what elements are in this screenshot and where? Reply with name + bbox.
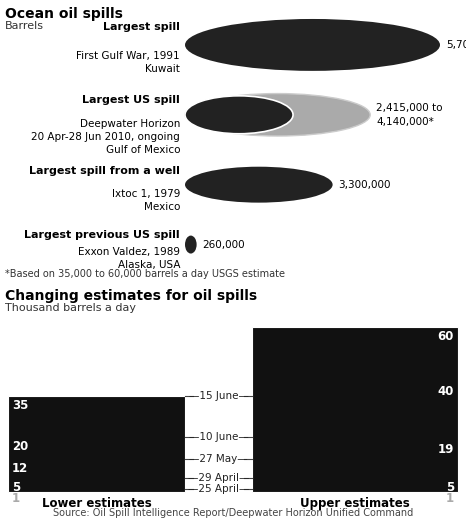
Bar — [252, 478, 458, 492]
Ellipse shape — [185, 19, 440, 71]
Text: *Based on 35,000 to 60,000 barrels a day USGS estimate: *Based on 35,000 to 60,000 barrels a day… — [5, 268, 285, 279]
Text: 35: 35 — [12, 399, 28, 412]
Text: —27 May—: —27 May— — [189, 454, 248, 464]
Text: Thousand barrels a day: Thousand barrels a day — [5, 303, 136, 313]
Text: 1: 1 — [12, 492, 20, 505]
Text: Largest spill: Largest spill — [103, 22, 180, 32]
Text: 5,700,000: 5,700,000 — [446, 40, 466, 50]
Text: 5: 5 — [12, 481, 20, 494]
Text: 1: 1 — [446, 492, 454, 505]
Text: 12: 12 — [12, 462, 28, 475]
Ellipse shape — [185, 96, 293, 134]
Text: First Gulf War, 1991
Kuwait: First Gulf War, 1991 Kuwait — [76, 51, 180, 74]
Text: 20: 20 — [12, 440, 28, 453]
Text: 260,000: 260,000 — [203, 240, 245, 250]
Ellipse shape — [185, 235, 197, 254]
Text: —15 June—: —15 June— — [189, 391, 248, 401]
Text: Largest previous US spill: Largest previous US spill — [24, 230, 180, 240]
Bar — [252, 489, 458, 492]
Text: 5: 5 — [446, 481, 454, 494]
Text: —10 June—: —10 June— — [189, 432, 248, 442]
Text: Changing estimates for oil spills: Changing estimates for oil spills — [5, 290, 257, 303]
Text: Lower estimates: Lower estimates — [41, 497, 151, 510]
Bar — [8, 459, 185, 492]
Text: Deepwater Horizon
20 Apr-28 Jun 2010, ongoing
Gulf of Mexico: Deepwater Horizon 20 Apr-28 Jun 2010, on… — [31, 120, 180, 155]
Bar — [8, 489, 185, 492]
Bar — [252, 327, 458, 492]
Text: Upper estimates: Upper estimates — [300, 497, 410, 510]
Bar — [8, 478, 185, 492]
Text: Largest US spill: Largest US spill — [82, 96, 180, 105]
Text: 2,415,000 to
4,140,000*: 2,415,000 to 4,140,000* — [376, 103, 443, 127]
Text: —29 April—: —29 April— — [188, 473, 249, 483]
Ellipse shape — [185, 167, 333, 203]
Text: —25 April—: —25 April— — [188, 484, 249, 494]
Text: Ocean oil spills: Ocean oil spills — [5, 7, 123, 21]
Text: Ixtoc 1, 1979
Mexico: Ixtoc 1, 1979 Mexico — [112, 189, 180, 212]
Text: 40: 40 — [438, 385, 454, 398]
Text: Barrels: Barrels — [5, 21, 44, 31]
Text: 3,300,000: 3,300,000 — [339, 180, 391, 189]
Text: Source: Oil Spill Intelligence Report/Deepwater Horizon Unified Command: Source: Oil Spill Intelligence Report/De… — [53, 508, 413, 518]
Ellipse shape — [185, 93, 370, 136]
Bar — [252, 382, 458, 492]
Text: 19: 19 — [438, 443, 454, 456]
Bar — [252, 440, 458, 492]
Bar — [8, 396, 185, 492]
Text: Exxon Valdez, 1989
Alaska, USA: Exxon Valdez, 1989 Alaska, USA — [78, 247, 180, 269]
Text: 60: 60 — [438, 330, 454, 343]
Bar — [8, 437, 185, 492]
Text: Largest spill from a well: Largest spill from a well — [29, 165, 180, 176]
